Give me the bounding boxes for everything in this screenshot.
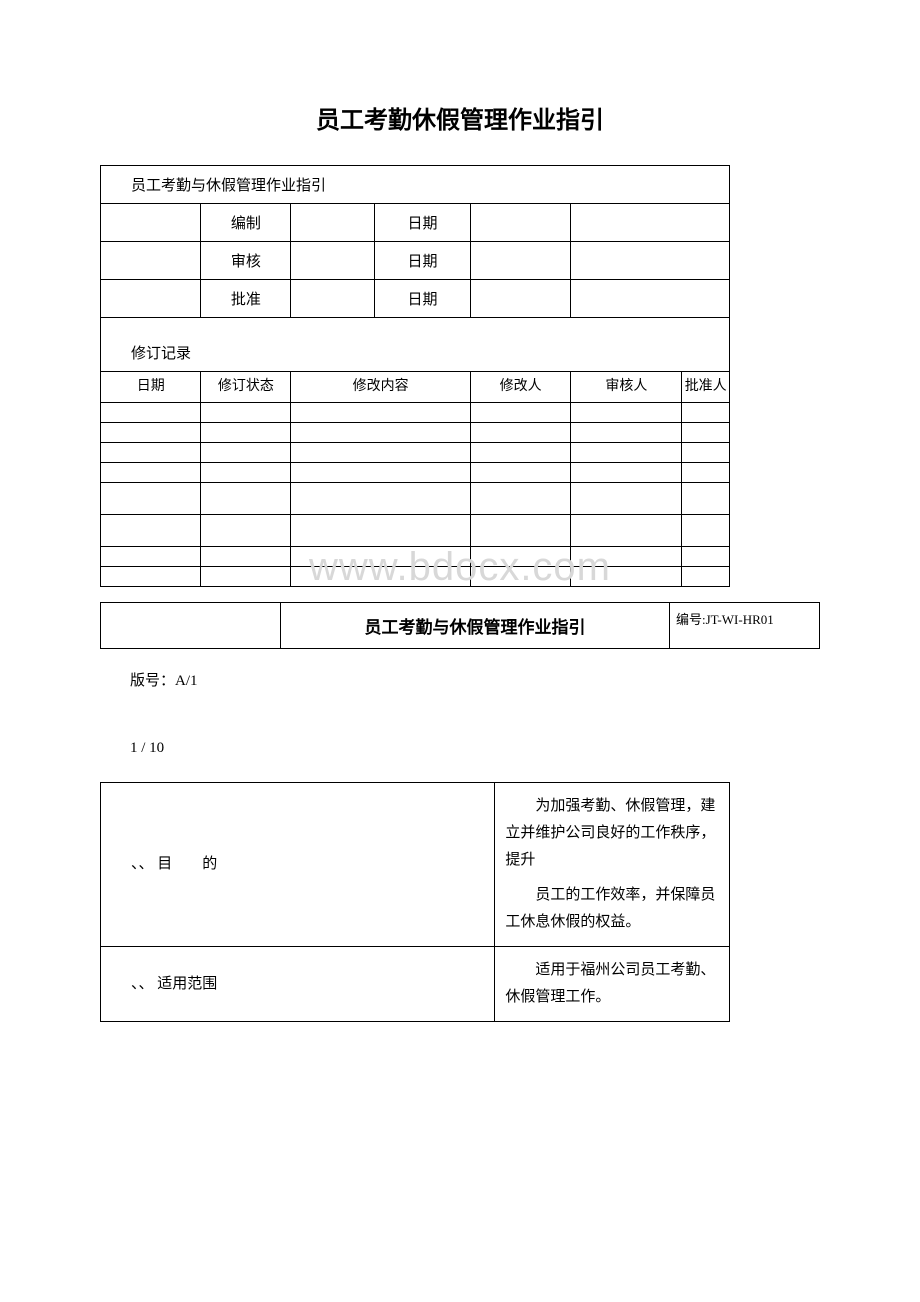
empty-cell <box>571 242 730 280</box>
empty-cell <box>470 280 570 318</box>
content-table: 、、 目 的 为加强考勤、休假管理，建立并维护公司良好的工作秩序，提升 员工的工… <box>100 782 730 1022</box>
empty-cell <box>470 567 570 587</box>
empty-cell <box>571 443 682 463</box>
empty-cell <box>571 567 682 587</box>
empty-cell <box>470 463 570 483</box>
empty-cell <box>571 403 682 423</box>
empty-cell <box>571 204 730 242</box>
doc-number-value: JT-WI-HR01 <box>706 612 774 627</box>
main-title: 员工考勤休假管理作业指引 <box>100 100 820 135</box>
purpose-label: 、、 目 的 <box>101 783 495 947</box>
empty-cell <box>571 280 730 318</box>
empty-cell <box>470 443 570 463</box>
empty-cell <box>201 423 291 443</box>
empty-cell <box>101 403 201 423</box>
empty-cell <box>682 463 730 483</box>
purpose-content: 为加强考勤、休假管理，建立并维护公司良好的工作秩序，提升 员工的工作效率，并保障… <box>495 783 730 947</box>
empty-cell <box>101 463 201 483</box>
empty-cell <box>291 463 471 483</box>
rev-col-approver: 批准人 <box>682 372 730 403</box>
empty-cell <box>101 242 201 280</box>
empty-cell <box>470 423 570 443</box>
empty-cell <box>291 515 471 547</box>
revision-header: 修订记录 <box>101 334 730 372</box>
empty-cell <box>201 463 291 483</box>
rev-col-content: 修改内容 <box>291 372 471 403</box>
empty-cell <box>291 280 375 318</box>
scope-content: 适用于福州公司员工考勤、休假管理工作。 <box>495 947 730 1022</box>
empty-cell <box>291 423 471 443</box>
doc-header-table: 员工考勤与休假管理作业指引 编号:JT-WI-HR01 <box>100 602 820 649</box>
empty-cell <box>682 515 730 547</box>
scope-label: 、、 适用范围 <box>101 947 495 1022</box>
empty-cell <box>101 280 201 318</box>
purpose-text-2: 员工的工作效率，并保障员工休息休假的权益。 <box>505 882 717 936</box>
prepare-label: 编制 <box>201 204 291 242</box>
empty-cell <box>571 423 682 443</box>
empty-cell <box>571 547 682 567</box>
purpose-text-1: 为加强考勤、休假管理，建立并维护公司良好的工作秩序，提升 <box>505 793 717 874</box>
empty-cell <box>101 603 281 649</box>
empty-cell <box>571 515 682 547</box>
rev-col-date: 日期 <box>101 372 201 403</box>
version-text: 版号：A/1 <box>130 669 820 690</box>
approval-revision-table: 员工考勤与休假管理作业指引 编制 日期 审核 日期 批准 日期 修订记录 日期 … <box>100 165 730 587</box>
empty-cell <box>291 443 471 463</box>
rev-col-status: 修订状态 <box>201 372 291 403</box>
empty-cell <box>101 547 201 567</box>
empty-cell <box>101 204 201 242</box>
empty-cell <box>682 547 730 567</box>
empty-cell <box>682 423 730 443</box>
empty-cell <box>291 483 471 515</box>
empty-cell <box>291 204 375 242</box>
scope-text-1: 适用于福州公司员工考勤、休假管理工作。 <box>505 957 717 1011</box>
empty-cell <box>470 515 570 547</box>
doc-header-title: 员工考勤与休假管理作业指引 <box>281 603 670 649</box>
empty-cell <box>201 547 291 567</box>
spacer-cell <box>101 318 730 335</box>
empty-cell <box>470 403 570 423</box>
empty-cell <box>101 423 201 443</box>
doc-number-cell: 编号:JT-WI-HR01 <box>670 603 820 649</box>
rev-col-reviewer: 审核人 <box>571 372 682 403</box>
empty-cell <box>101 567 201 587</box>
review-date-label: 日期 <box>375 242 471 280</box>
empty-cell <box>571 483 682 515</box>
empty-cell <box>201 483 291 515</box>
empty-cell <box>101 483 201 515</box>
empty-cell <box>470 242 570 280</box>
empty-cell <box>470 204 570 242</box>
approve-label: 批准 <box>201 280 291 318</box>
empty-cell <box>470 483 570 515</box>
empty-cell <box>291 403 471 423</box>
doc-title-cell: 员工考勤与休假管理作业指引 <box>101 166 730 204</box>
empty-cell <box>201 515 291 547</box>
approve-date-label: 日期 <box>375 280 471 318</box>
empty-cell <box>682 443 730 463</box>
empty-cell <box>101 515 201 547</box>
doc-number-label: 编号: <box>676 612 706 627</box>
empty-cell <box>470 547 570 567</box>
empty-cell <box>682 403 730 423</box>
empty-cell <box>291 547 471 567</box>
prepare-date-label: 日期 <box>375 204 471 242</box>
empty-cell <box>682 483 730 515</box>
rev-col-modifier: 修改人 <box>470 372 570 403</box>
review-label: 审核 <box>201 242 291 280</box>
empty-cell <box>201 443 291 463</box>
empty-cell <box>291 242 375 280</box>
empty-cell <box>201 567 291 587</box>
empty-cell <box>571 463 682 483</box>
empty-cell <box>101 443 201 463</box>
page-number: 1 / 10 <box>130 740 820 757</box>
empty-cell <box>682 567 730 587</box>
empty-cell <box>291 567 471 587</box>
empty-cell <box>201 403 291 423</box>
